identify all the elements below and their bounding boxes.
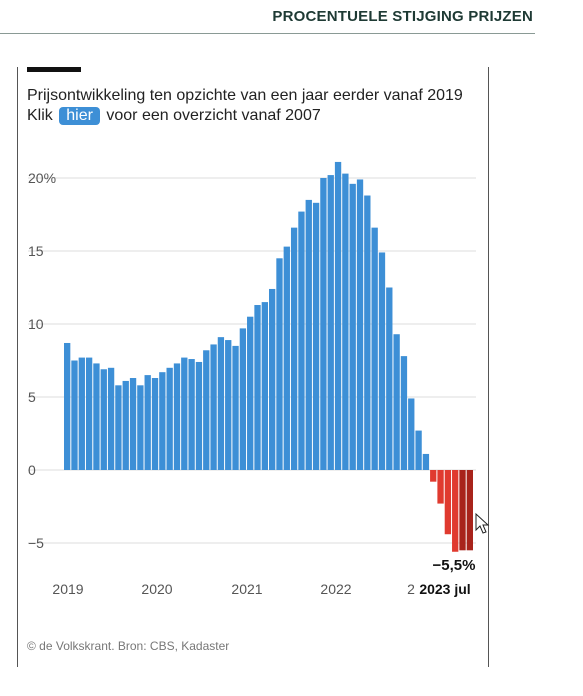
bar xyxy=(327,175,334,470)
bar xyxy=(305,199,312,470)
hier-link-button[interactable]: hier xyxy=(59,107,100,125)
bar xyxy=(159,372,166,470)
x-tick-label: 2021 xyxy=(231,581,262,597)
bar xyxy=(386,287,393,470)
bar xyxy=(85,357,93,470)
bar xyxy=(334,161,342,470)
bar xyxy=(115,385,122,470)
left-border xyxy=(17,67,18,667)
bar xyxy=(247,316,254,470)
bar xyxy=(122,380,129,470)
header-divider xyxy=(0,33,535,34)
bar xyxy=(349,183,356,470)
bar xyxy=(276,258,283,470)
bar xyxy=(217,337,225,470)
bar xyxy=(137,385,144,470)
bar xyxy=(166,367,173,470)
bar xyxy=(342,173,349,470)
y-tick-label: 10 xyxy=(28,316,44,332)
bar xyxy=(93,363,100,470)
bar xyxy=(71,360,78,470)
right-border xyxy=(488,67,489,667)
y-tick-label: 20% xyxy=(28,170,56,186)
x-tick-label: 2023 jul xyxy=(419,581,470,597)
bar xyxy=(320,178,327,470)
bar xyxy=(459,470,466,551)
bar xyxy=(430,470,437,482)
accent-bar xyxy=(27,67,81,72)
source-credit: © de Volkskrant. Bron: CBS, Kadaster xyxy=(27,639,230,653)
bar xyxy=(195,361,203,470)
bar xyxy=(298,211,305,470)
bar xyxy=(437,470,444,504)
bar xyxy=(466,470,473,551)
bar xyxy=(261,302,268,470)
bar xyxy=(100,369,107,470)
bar xyxy=(151,378,159,470)
x-tick-label: 2020 xyxy=(141,581,172,597)
bar xyxy=(173,363,181,470)
bar xyxy=(78,357,85,470)
bar xyxy=(452,470,459,552)
bar xyxy=(144,375,151,470)
bar xyxy=(356,179,364,470)
x-tick-label: 2019 xyxy=(52,581,83,597)
chart-subtitle: Prijsontwikkeling ten opzichte van een j… xyxy=(27,87,463,104)
x-tick-label: 2022 xyxy=(320,581,351,597)
bar xyxy=(225,340,232,470)
bar xyxy=(239,328,247,470)
bar xyxy=(107,367,115,470)
bar xyxy=(283,246,290,470)
bar xyxy=(393,334,400,470)
y-tick-label: −5 xyxy=(28,535,44,551)
y-tick-label: 0 xyxy=(28,462,36,478)
bar xyxy=(269,288,276,470)
bar xyxy=(210,344,217,470)
latest-value-annotation: −5,5% xyxy=(433,557,476,574)
bar xyxy=(371,227,378,470)
bar xyxy=(203,350,210,470)
bar xyxy=(444,470,452,535)
bar xyxy=(254,305,261,470)
bar xyxy=(400,356,408,470)
link-suffix: voor een overzicht vanaf 2007 xyxy=(106,107,321,124)
bar xyxy=(188,359,195,470)
overview-link-line: Klik hier voor een overzicht vanaf 2007 xyxy=(27,106,321,126)
bar xyxy=(232,345,239,470)
bar xyxy=(181,357,188,470)
bar xyxy=(364,195,371,470)
bar xyxy=(422,453,430,470)
x-tick-label: 2 xyxy=(407,581,415,597)
bar xyxy=(312,202,320,470)
bar xyxy=(415,430,422,470)
bar xyxy=(129,378,137,470)
bar xyxy=(408,398,415,470)
y-tick-label: 5 xyxy=(28,389,36,405)
bar xyxy=(64,342,71,470)
link-prefix: Klik xyxy=(27,107,53,124)
bar xyxy=(290,227,298,470)
mouse-cursor-icon xyxy=(475,512,490,534)
bar xyxy=(378,252,386,470)
header-title: PROCENTUELE STIJGING PRIJZEN xyxy=(272,8,533,25)
y-tick-label: 15 xyxy=(28,243,44,259)
